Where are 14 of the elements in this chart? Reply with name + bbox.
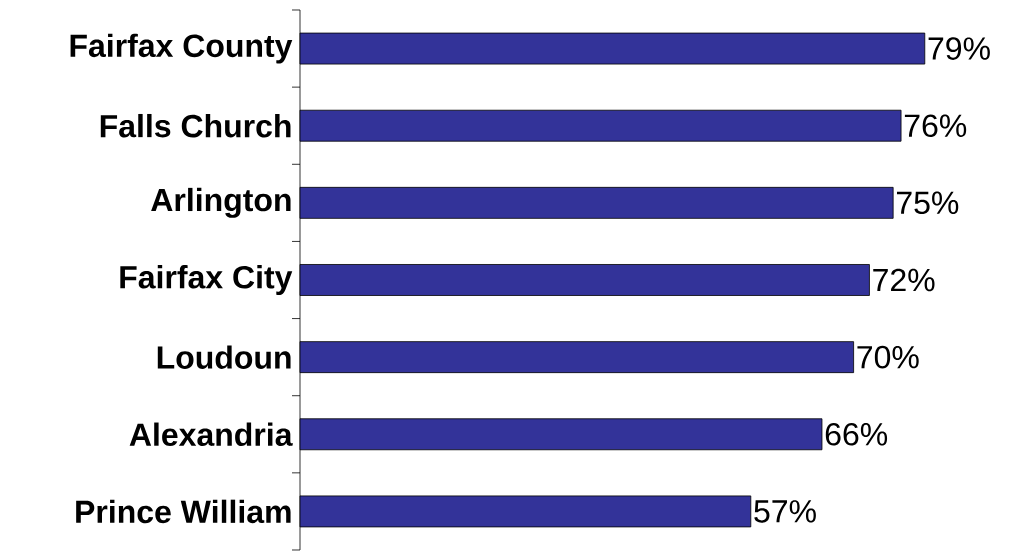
data-label: 76% bbox=[904, 114, 967, 138]
y-tick-label: Fairfax County bbox=[70, 33, 293, 64]
data-label: 72% bbox=[873, 268, 935, 292]
y-tick-label: Fairfax City bbox=[120, 265, 293, 295]
data-label: 75% bbox=[896, 191, 959, 215]
y-tick-label: Arlington bbox=[151, 187, 291, 218]
data-label: 70% bbox=[857, 345, 919, 369]
data-label: 57% bbox=[754, 500, 816, 523]
y-tick-label: Prince William bbox=[76, 499, 291, 524]
y-tick-label: Loudoun bbox=[157, 345, 291, 369]
data-label: 66% bbox=[825, 422, 888, 446]
y-tick-label: Falls Church bbox=[100, 113, 291, 138]
data-label: 79% bbox=[928, 37, 990, 60]
y-tick-label: Alexandria bbox=[129, 422, 293, 447]
